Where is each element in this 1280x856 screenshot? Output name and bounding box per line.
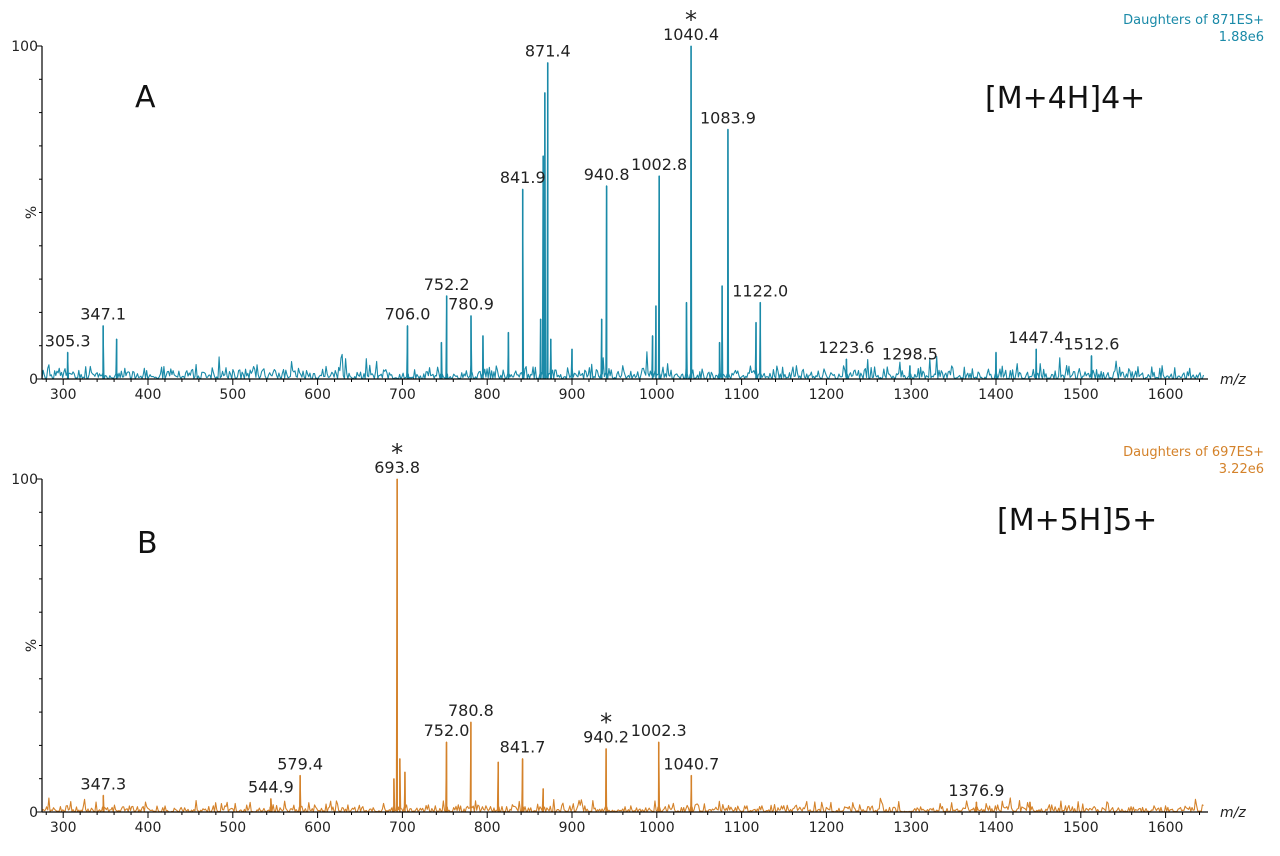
x-tick-label: 1200 [809,387,845,403]
x-tick-label: 1600 [1148,820,1184,836]
x-tick-label: 1600 [1148,387,1184,403]
x-tick-label: 500 [219,820,246,836]
peak-label: 1223.6 [818,338,874,357]
peak-label: 305.3 [45,331,91,350]
peak-label: 1002.8 [631,155,687,174]
y-axis-label: % [24,639,40,652]
x-axis-label: m/z [1220,372,1246,388]
x-tick-label: 1000 [639,820,675,836]
x-tick-label: 300 [50,387,77,403]
x-tick-label: 400 [135,387,162,403]
ion-label: [M+4H]4+ [985,81,1145,116]
peak-label: 1083.9 [700,108,756,127]
spectrum-trace [41,478,1204,813]
x-tick-label: 1200 [809,820,845,836]
peak-label: 1002.3 [631,721,687,740]
peak-label: 1298.5 [882,345,938,364]
peak-label: 940.8 [584,165,630,184]
panel-letter: A [135,80,156,115]
x-tick-label: 300 [50,820,77,836]
scan-function-label: Daughters of 697ES+ [1123,445,1264,460]
y-tick-label: 0 [29,372,38,388]
peak-label: 841.7 [500,738,546,757]
x-tick-label: 700 [389,387,416,403]
scan-function-label: Daughters of 871ES+ [1123,13,1264,28]
x-tick-label: 1500 [1063,387,1099,403]
y-axis-label: % [24,206,40,219]
x-tick-label: 800 [474,820,501,836]
x-tick-label: 1000 [639,387,675,403]
x-tick-label: 1300 [893,387,929,403]
peak-label: 1512.6 [1063,335,1119,354]
spectrum-panel-b: 0 100 300 400 500 600 700 800 900 1000 1100 1200 130… [11,439,1264,836]
x-tick-label: 1400 [978,820,1014,836]
peak-label: 706.0 [385,305,431,324]
base-peak-intensity: 3.22e6 [1219,462,1264,477]
peak-label: 1376.9 [948,781,1004,800]
peak-label: 347.1 [80,305,126,324]
peak-label: 544.9 [248,778,294,797]
peak-label: 780.8 [448,701,494,720]
peak-label: 1447.4 [1008,328,1064,347]
peak-label: 940.2 [583,728,629,747]
x-tick-label: 900 [559,820,586,836]
peak-star-marker: * [391,439,403,467]
peak-label: 579.4 [277,754,323,773]
panel-letter: B [137,526,158,561]
x-tick-label: 600 [304,820,331,836]
x-tick-label: 1300 [893,820,929,836]
x-tick-label: 1100 [724,387,760,403]
x-axis-label: m/z [1220,805,1246,821]
x-tick-label: 900 [559,387,586,403]
peak-star-marker: * [600,709,612,737]
peak-label: 841.9 [500,168,546,187]
spectrum-trace [41,45,1205,380]
peak-label: 693.8 [374,458,420,477]
x-tick-label: 1500 [1063,820,1099,836]
peak-label: 871.4 [525,42,571,61]
spectrum-panel-a: 0 100 300 400 500 600 700 800 900 1000 1100 1200 130… [11,6,1264,403]
y-tick-label: 100 [11,472,38,488]
x-tick-label: 1400 [978,387,1014,403]
peak-label: 1040.4 [663,25,719,44]
y-tick-label: 0 [29,805,38,821]
x-tick-label: 400 [135,820,162,836]
x-tick-label: 1100 [724,820,760,836]
x-tick-label: 800 [474,387,501,403]
ion-label: [M+5H]5+ [997,503,1157,538]
peak-label: 752.2 [424,275,470,294]
peak-label: 1122.0 [732,281,788,300]
y-tick-label: 100 [11,39,38,55]
peak-star-marker: * [685,6,697,34]
peak-label: 347.3 [80,774,126,793]
x-tick-label: 500 [219,387,246,403]
peak-label: 752.0 [424,721,470,740]
peak-label: 1040.7 [663,754,719,773]
peak-label: 780.9 [448,295,494,314]
base-peak-intensity: 1.88e6 [1219,30,1264,45]
x-tick-label: 700 [389,820,416,836]
x-tick-label: 600 [304,387,331,403]
